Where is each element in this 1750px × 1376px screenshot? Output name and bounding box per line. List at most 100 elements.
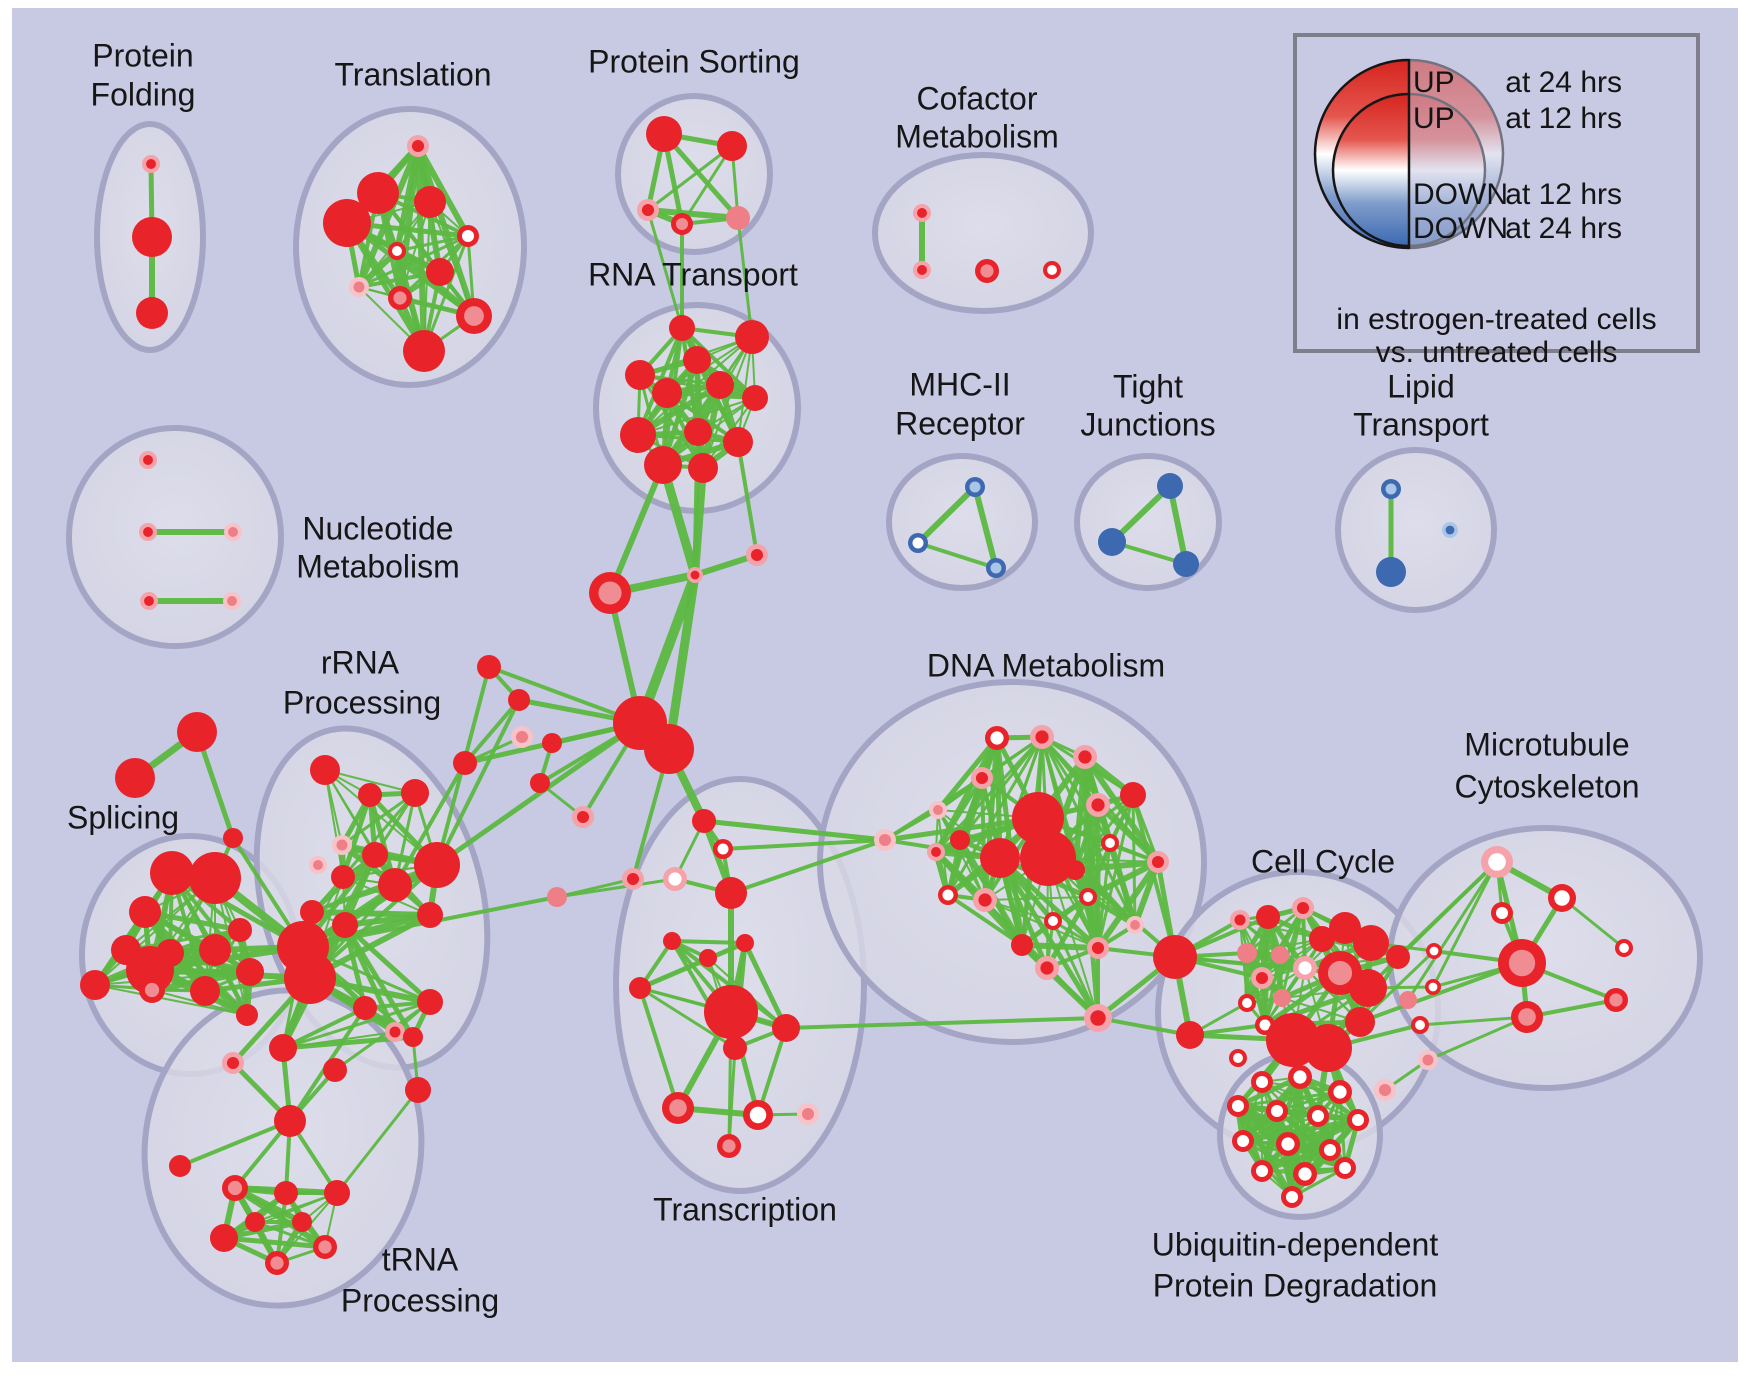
- network-node-center: [576, 810, 590, 824]
- network-node-center: [313, 860, 323, 870]
- network-node: [1271, 946, 1289, 964]
- network-node: [136, 297, 168, 329]
- network-node: [1309, 926, 1335, 952]
- network-node-center: [749, 1106, 767, 1124]
- network-node-center: [641, 203, 655, 217]
- network-node: [403, 1027, 423, 1047]
- network-node: [1349, 969, 1387, 1007]
- network-node: [236, 1004, 258, 1026]
- network-node: [692, 809, 716, 833]
- network-node-center: [411, 139, 425, 153]
- network-node: [300, 900, 324, 924]
- network-node: [417, 902, 443, 928]
- network-node-center: [1105, 838, 1115, 848]
- network-node: [684, 418, 712, 446]
- network-node-center: [146, 159, 156, 169]
- network-node: [1304, 1024, 1352, 1072]
- network-node-center: [392, 246, 402, 256]
- network-edge: [1096, 793, 1135, 950]
- network-edge: [661, 131, 741, 221]
- cluster-label-lipid-transport: Lipid: [1387, 368, 1455, 404]
- network-node: [1237, 943, 1257, 963]
- network-edge: [1095, 859, 1161, 951]
- network-edge: [637, 397, 756, 436]
- cluster-label-protein-sorting: Protein Sorting: [588, 43, 800, 79]
- network-node-center: [1285, 1190, 1299, 1204]
- network-node: [683, 346, 711, 374]
- network-edge: [958, 735, 1044, 842]
- network-node-center: [318, 1240, 332, 1254]
- network-node: [477, 655, 501, 679]
- network-node: [414, 842, 460, 888]
- network-node-center: [1255, 1164, 1269, 1178]
- network-node-center: [1296, 901, 1310, 915]
- network-node-center: [227, 596, 237, 606]
- network-node: [644, 446, 682, 484]
- network-node-center: [1385, 483, 1397, 495]
- network-edge: [1241, 1090, 1342, 1143]
- network-edge: [1244, 914, 1271, 1006]
- network-node-center: [353, 281, 365, 293]
- network-node: [332, 912, 358, 938]
- cluster-label-microtubule-cytoskeleton: Microtubule: [1464, 726, 1629, 762]
- network-node: [706, 371, 734, 399]
- network-node: [644, 724, 694, 774]
- network-node: [417, 989, 443, 1015]
- network-node: [129, 896, 161, 928]
- network-edge: [638, 373, 705, 470]
- network-node-center: [1236, 1134, 1250, 1148]
- network-node: [401, 779, 429, 807]
- cluster-label-nucleotide-metabolism: Nucleotide: [302, 510, 453, 546]
- network-node: [1353, 925, 1389, 961]
- network-edge: [637, 940, 748, 991]
- network-node: [190, 976, 220, 1006]
- network-edge: [701, 818, 888, 843]
- network-node-center: [1495, 906, 1509, 920]
- cluster-label-ubiquitin-degradation: Ubiquitin-dependent: [1152, 1226, 1439, 1262]
- network-node: [620, 417, 656, 453]
- network-node-center: [1327, 960, 1353, 986]
- network-edge: [1108, 841, 1137, 927]
- network-node: [323, 199, 371, 247]
- cluster-label-lipid-transport: Transport: [1353, 406, 1489, 442]
- network-edge: [178, 1119, 292, 1168]
- network-edge: [692, 429, 701, 578]
- network-edge: [463, 698, 521, 765]
- network-node-center: [1508, 949, 1536, 977]
- network-edge: [281, 1000, 432, 1050]
- network-node: [284, 952, 336, 1004]
- network-edge: [1260, 1148, 1332, 1173]
- network-node-center: [1428, 982, 1438, 992]
- network-node: [245, 1212, 265, 1232]
- network-node: [772, 1014, 800, 1042]
- network-node-center: [1078, 750, 1092, 764]
- network-node-center: [1554, 890, 1570, 906]
- network-node-center: [1234, 914, 1246, 926]
- network-node: [726, 206, 750, 230]
- cluster-label-rrna-processing: Processing: [283, 684, 441, 720]
- network-edge: [333, 1000, 432, 1072]
- network-edge: [658, 460, 700, 580]
- network-node-center: [1048, 916, 1058, 926]
- network-node: [1176, 1021, 1204, 1049]
- network-node: [1098, 528, 1126, 556]
- network-node: [177, 712, 217, 752]
- network-node: [80, 970, 110, 1000]
- network-node: [403, 330, 445, 372]
- cluster-label-nucleotide-metabolism: Metabolism: [296, 548, 460, 584]
- network-node: [1345, 1007, 1375, 1037]
- network-node: [357, 172, 399, 214]
- network-node: [362, 842, 388, 868]
- network-node-center: [1422, 1054, 1434, 1066]
- network-node-center: [668, 872, 682, 886]
- network-node: [426, 258, 454, 286]
- network-node-center: [1323, 1143, 1337, 1157]
- network-node: [652, 378, 682, 408]
- network-node: [669, 315, 695, 341]
- network-node: [292, 1212, 312, 1232]
- cluster-ellipse-lipid-transport: [1335, 447, 1497, 613]
- cluster-label-mhc-ii-receptor: Receptor: [895, 405, 1025, 441]
- network-edge: [736, 440, 759, 557]
- network-edge: [721, 838, 887, 851]
- cluster-label-protein-folding: Folding: [91, 76, 196, 112]
